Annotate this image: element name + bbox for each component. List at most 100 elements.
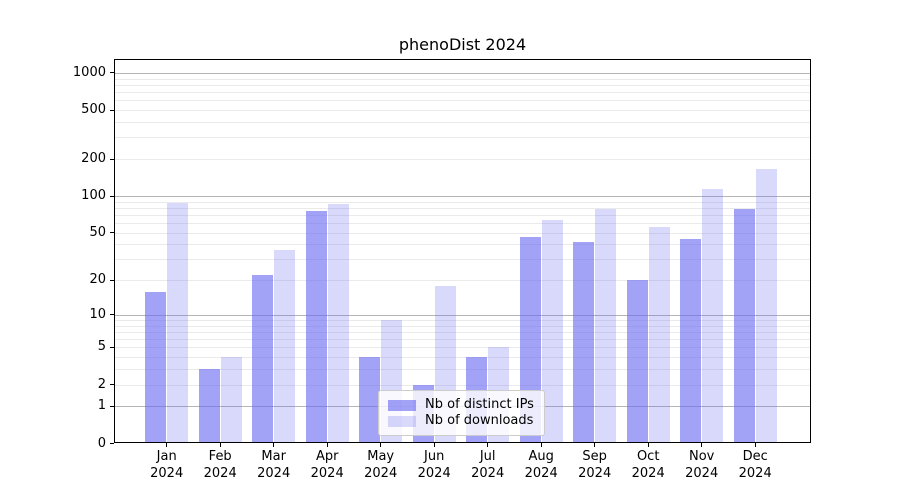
gridline-minor: [114, 207, 811, 209]
x-tick-mark: [647, 443, 649, 447]
bar-distinct-ips-feb: [198, 369, 220, 443]
y-tick-label: 5: [97, 339, 106, 355]
gridline-major: [114, 196, 811, 197]
gridline-minor: [114, 159, 811, 161]
legend: Nb of distinct IPs Nb of downloads: [378, 390, 545, 436]
x-tick-label: Apr 2024: [310, 449, 344, 481]
gridline-minor: [114, 325, 811, 327]
legend-label-downloads: Nb of downloads: [425, 413, 534, 428]
bar-downloads-apr: [327, 204, 349, 443]
gridline-minor: [114, 223, 811, 224]
gridline-minor: [114, 244, 811, 246]
y-tick-label: 500: [81, 102, 106, 118]
gridline-minor: [114, 384, 811, 386]
bar-downloads-sep: [595, 208, 617, 443]
x-tick-mark: [487, 443, 489, 447]
y-tick-mark: [110, 346, 114, 348]
y-tick-mark: [110, 158, 114, 160]
gridline-minor: [114, 137, 811, 139]
y-tick-label: 200: [81, 151, 106, 167]
gridline-minor: [114, 100, 811, 102]
x-tick-mark: [380, 443, 382, 447]
legend-label-distinct-ips: Nb of distinct IPs: [425, 397, 534, 412]
y-tick-label: 1: [97, 398, 106, 414]
gridline-minor: [114, 92, 811, 94]
x-tick-mark: [433, 443, 435, 447]
x-tick-label: Oct 2024: [631, 449, 665, 481]
gridline-major: [114, 314, 811, 316]
gridline-minor: [114, 332, 811, 333]
plot-area: Nb of distinct IPs Nb of downloads 0 1 2 5 1…: [73, 59, 811, 481]
x-tick-mark: [754, 443, 756, 447]
bar-downloads-nov: [702, 188, 724, 443]
gridline-minor: [114, 259, 811, 261]
y-tick-mark: [110, 314, 114, 316]
bar-distinct-ips-oct: [626, 280, 648, 443]
bar-downloads-feb: [220, 357, 242, 443]
gridline-major: [114, 72, 811, 74]
gridline-minor: [114, 110, 811, 112]
x-tick-label: Dec 2024: [738, 449, 772, 481]
y-tick-label: 100: [81, 188, 106, 203]
bar-distinct-ips-apr: [305, 210, 327, 443]
gridline-minor: [114, 339, 811, 341]
y-tick-mark: [110, 405, 114, 407]
y-tick-label: 10: [89, 306, 106, 322]
x-tick-label: Jul 2024: [471, 449, 505, 481]
y-tick-label: 2: [97, 376, 106, 392]
y-tick-mark: [110, 109, 114, 111]
bar-distinct-ips-nov: [680, 239, 702, 443]
y-tick-mark: [110, 443, 114, 444]
y-tick-label: 0: [97, 435, 106, 451]
bar-distinct-ips-may: [359, 357, 381, 443]
bar-downloads-aug: [541, 220, 563, 443]
gridline-minor: [114, 201, 811, 203]
x-tick-label: Mar 2024: [257, 449, 291, 481]
x-tick-label: May 2024: [364, 449, 398, 481]
x-tick-mark: [219, 443, 221, 447]
gridline-minor: [114, 280, 811, 282]
x-tick-label: Nov 2024: [685, 449, 719, 481]
bar-distinct-ips-dec: [733, 208, 755, 443]
x-tick-label: Feb 2024: [203, 449, 237, 481]
x-tick-mark: [594, 443, 596, 447]
gridline-minor: [114, 369, 811, 371]
gridline-minor: [114, 122, 811, 123]
gridline-minor: [114, 214, 811, 216]
gridline-minor: [114, 84, 811, 86]
x-tick-mark: [273, 443, 275, 447]
chart-title: phenoDist 2024: [398, 35, 527, 54]
bar-distinct-ips-mar: [252, 275, 274, 443]
gridline-minor: [114, 357, 811, 359]
legend-item-distinct-ips: Nb of distinct IPs: [388, 397, 536, 413]
x-tick-mark: [326, 443, 328, 447]
y-tick-mark: [110, 72, 114, 74]
y-tick-mark: [110, 195, 114, 197]
gridline-minor: [114, 347, 811, 349]
x-tick-mark: [540, 443, 542, 447]
x-tick-label: Aug 2024: [524, 449, 558, 481]
legend-swatch-distinct-ips-icon: [388, 399, 416, 411]
x-tick-label: Jan 2024: [150, 449, 184, 481]
y-tick-mark: [110, 279, 114, 281]
x-tick-mark: [701, 443, 703, 447]
bar-downloads-mar: [274, 249, 296, 443]
y-tick-mark: [110, 232, 114, 234]
y-tick-mark: [110, 384, 114, 386]
x-tick-mark: [166, 443, 168, 447]
bar-downloads-jan: [167, 203, 189, 443]
gridline-minor: [114, 232, 811, 234]
bar-downloads-oct: [648, 226, 670, 443]
x-tick-label: Jun 2024: [417, 449, 451, 481]
bar-distinct-ips-sep: [573, 241, 595, 443]
gridline-minor: [114, 78, 811, 80]
y-tick-label: 50: [89, 224, 106, 240]
legend-swatch-downloads-icon: [388, 415, 416, 427]
legend-item-downloads: Nb of downloads: [388, 413, 536, 429]
y-tick-label: 20: [89, 272, 106, 288]
y-tick-label: 1000: [72, 64, 106, 80]
x-tick-label: Sep 2024: [578, 449, 612, 481]
bar-downloads-dec: [755, 169, 777, 443]
bar-distinct-ips-jan: [145, 291, 167, 443]
